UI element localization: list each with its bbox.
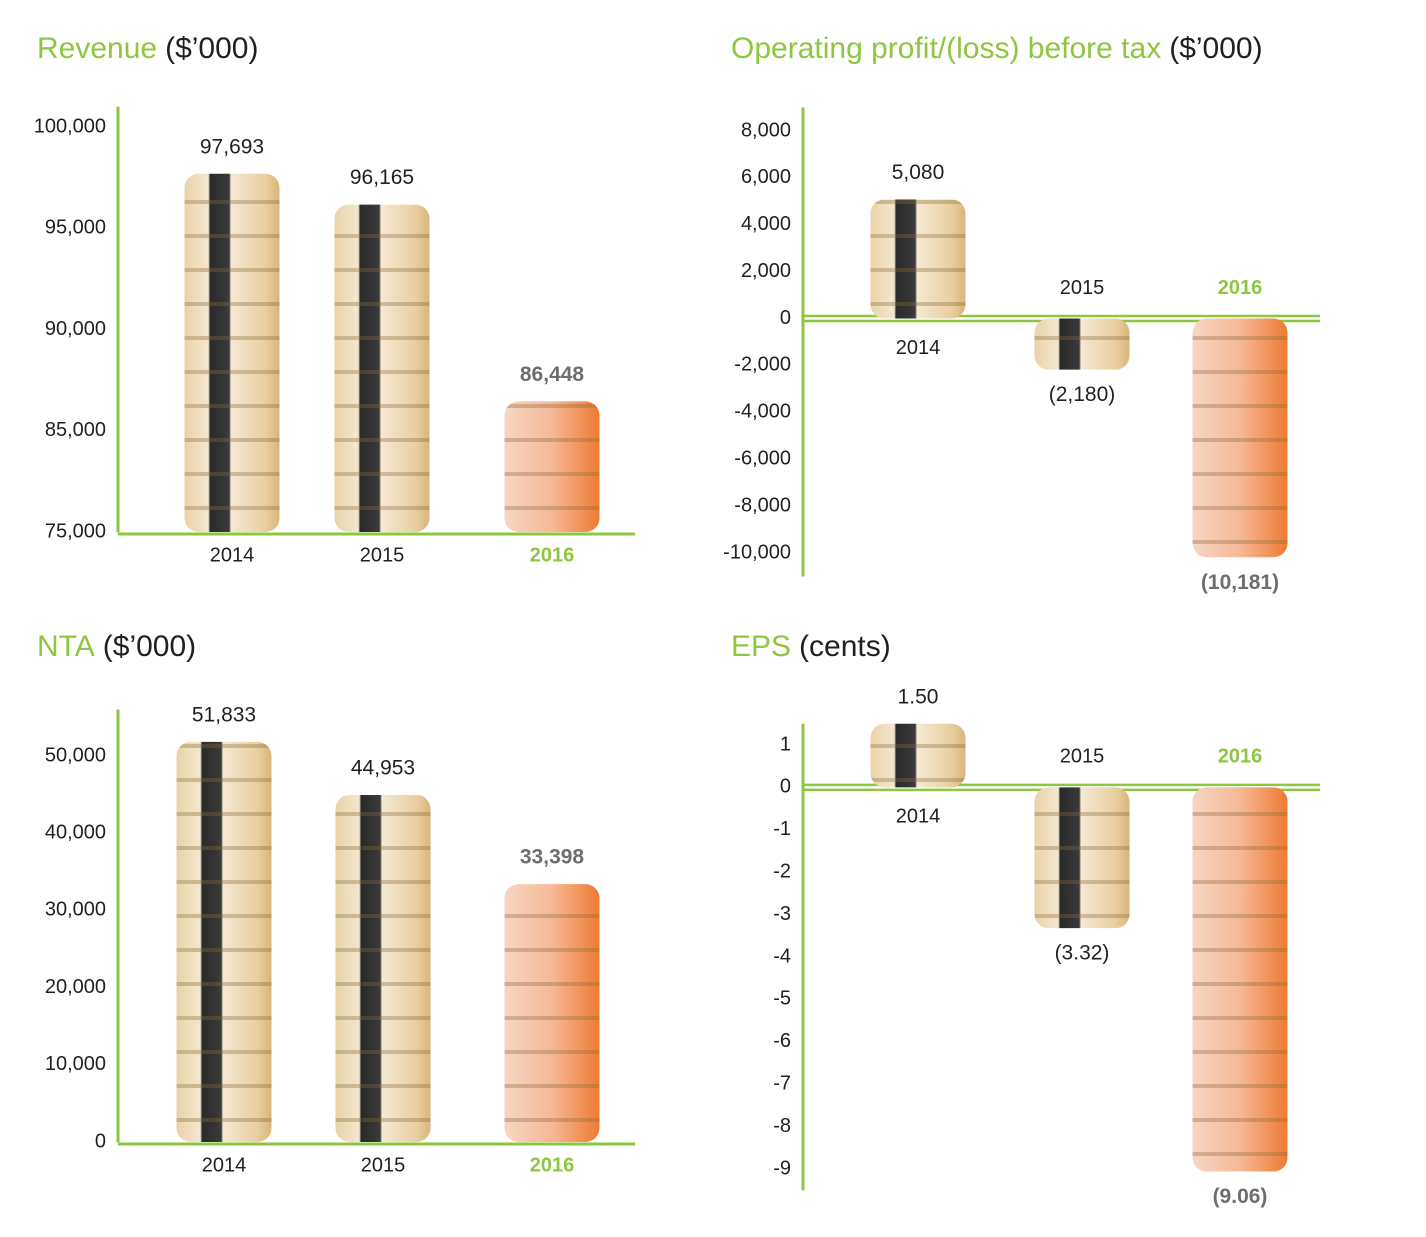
y-tick-label: 8,000 [741, 119, 791, 141]
title-main: Revenue [37, 32, 157, 65]
bar-texture [335, 794, 431, 1142]
y-tick-label: -8,000 [734, 494, 791, 516]
y-tick-label: 95,000 [45, 217, 106, 239]
y-tick-label: 0 [95, 1130, 106, 1152]
x-tick-label: 2016 [1218, 277, 1263, 299]
x-tick-label: 2015 [361, 1154, 406, 1176]
value-label: (2,180) [1049, 383, 1116, 406]
value-label: 33,398 [520, 846, 585, 869]
chart-title: Revenue ($’000) [37, 32, 258, 65]
bar-texture [870, 723, 966, 788]
y-tick-label: 4,000 [741, 213, 791, 235]
y-tick-label: 75,000 [45, 520, 106, 542]
title-main: NTA [37, 630, 95, 663]
chart-title: EPS (cents) [731, 630, 891, 663]
x-tick-label: 2016 [530, 544, 575, 566]
bar-texture [1192, 318, 1288, 558]
value-label: 51,833 [192, 703, 256, 726]
x-tick-label: 2016 [1218, 746, 1263, 768]
y-tick-label: -4,000 [734, 401, 791, 423]
title-unit: ($’000) [103, 630, 196, 663]
y-tick-label: -7 [773, 1072, 791, 1094]
title-unit: (cents) [799, 630, 891, 663]
y-tick-label: 20,000 [45, 976, 106, 998]
y-tick-label: -5 [773, 988, 791, 1010]
title-main: Operating profit/(loss) before tax [731, 32, 1161, 65]
y-tick-label: 40,000 [45, 821, 106, 843]
y-tick-label: -10,000 [723, 541, 791, 563]
bar-texture [334, 204, 430, 532]
chart-title: Operating profit/(loss) before tax ($’000… [731, 32, 1263, 65]
y-tick-label: -3 [773, 903, 791, 925]
y-tick-label: 50,000 [45, 744, 106, 766]
bar-texture [1034, 318, 1130, 370]
x-tick-label: 2015 [360, 544, 405, 566]
bar-texture [184, 173, 280, 533]
y-tick-label: -8 [773, 1115, 791, 1137]
x-tick-label: 2016 [530, 1154, 575, 1176]
y-tick-label: -9 [773, 1157, 791, 1179]
y-tick-label: 1 [780, 733, 791, 755]
bar-texture [504, 884, 600, 1142]
y-tick-label: -6,000 [734, 448, 791, 470]
y-tick-label: 100,000 [34, 115, 106, 137]
y-tick-label: 85,000 [45, 419, 106, 441]
x-tick-label: 2014 [202, 1154, 247, 1176]
x-tick-label: 2014 [896, 806, 941, 828]
y-tick-label: -2,000 [734, 354, 791, 376]
x-tick-label: 2015 [1060, 277, 1105, 299]
y-tick-label: -4 [773, 945, 791, 967]
y-tick-label: 10,000 [45, 1053, 106, 1075]
y-tick-label: -1 [773, 818, 791, 840]
y-tick-label: 0 [780, 776, 791, 798]
value-label: 86,448 [520, 363, 585, 386]
x-tick-label: 2014 [896, 337, 941, 359]
value-label: 5,080 [892, 161, 945, 184]
x-tick-label: 2015 [1060, 746, 1105, 768]
bar-texture [1192, 787, 1288, 1172]
value-label: 96,165 [350, 166, 414, 189]
value-label: 44,953 [351, 757, 415, 780]
bar-texture [1034, 787, 1130, 929]
y-tick-label: 90,000 [45, 318, 106, 340]
value-label: (9.06) [1213, 1185, 1268, 1208]
bar-texture [870, 199, 966, 319]
chart-title: NTA ($’000) [37, 630, 196, 663]
x-tick-label: 2014 [210, 544, 255, 566]
y-tick-label: -2 [773, 860, 791, 882]
y-tick-label: 2,000 [741, 260, 791, 282]
value-label: (10,181) [1201, 571, 1279, 594]
y-tick-label: -6 [773, 1030, 791, 1052]
y-tick-label: 6,000 [741, 166, 791, 188]
value-label: (3.32) [1055, 942, 1110, 965]
bar-texture [504, 401, 600, 532]
title-unit: ($’000) [165, 32, 258, 65]
value-label: 1.50 [898, 685, 939, 708]
bar-texture [176, 741, 272, 1142]
title-main: EPS [731, 630, 791, 663]
title-unit: ($’000) [1169, 32, 1262, 65]
value-label: 97,693 [200, 135, 264, 158]
y-tick-label: 30,000 [45, 899, 106, 921]
y-tick-label: 0 [780, 307, 791, 329]
